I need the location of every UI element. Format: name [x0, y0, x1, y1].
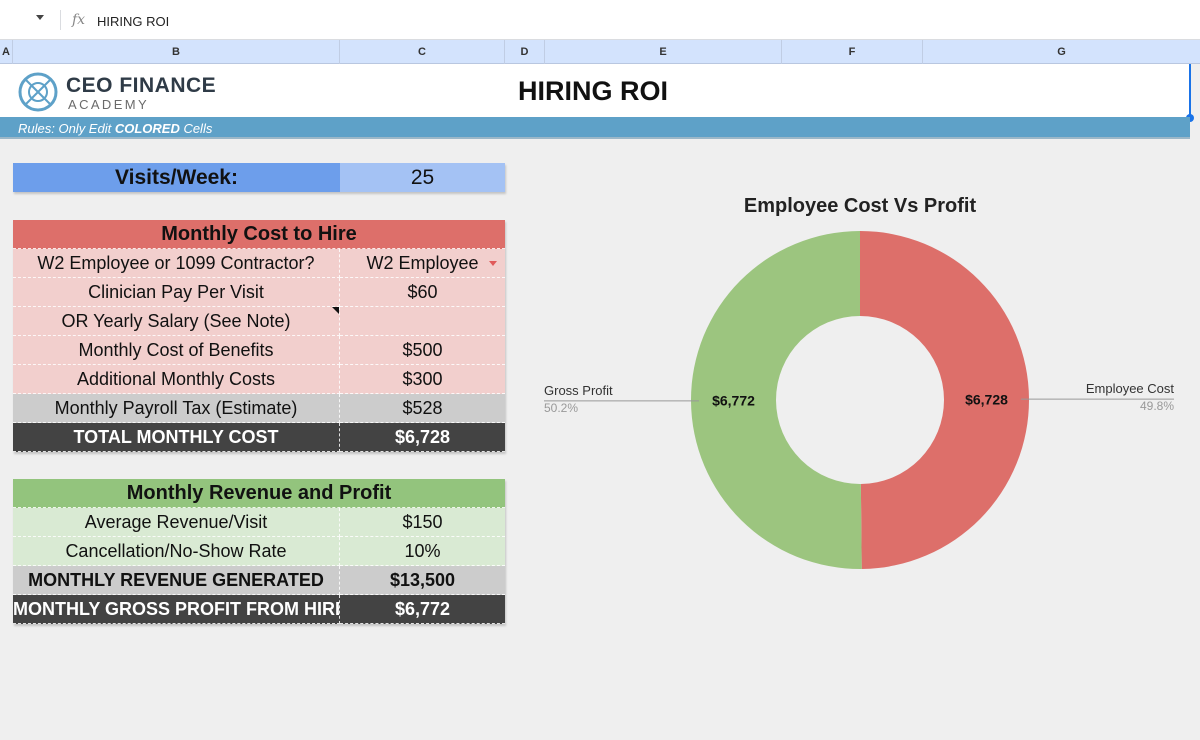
slice-value-label: $6,772 — [712, 393, 755, 409]
visits-table: Visits/Week: 25 — [13, 163, 505, 192]
formula-divider — [60, 10, 61, 30]
benefits-cost-label: Monthly Cost of Benefits — [13, 336, 340, 365]
chart-title: Employee Cost Vs Profit — [743, 195, 977, 217]
legend-percent: 49.8% — [1140, 399, 1174, 413]
benefits-cost-input[interactable]: $500 — [340, 336, 505, 365]
column-header-f[interactable]: F — [782, 40, 923, 64]
column-header-g[interactable]: G — [1057, 46, 1066, 58]
cancellation-rate-label: Cancellation/No-Show Rate — [13, 537, 340, 566]
table-row: Additional Monthly Costs $300 — [13, 365, 505, 394]
slice-value-label: $6,728 — [965, 391, 1008, 407]
employment-type-label: W2 Employee or 1099 Contractor? — [13, 249, 340, 278]
payroll-tax-label: Monthly Payroll Tax (Estimate) — [13, 394, 340, 423]
fx-icon: fx — [72, 12, 86, 28]
header-banner: CEO FINANCE ACADEMY HIRING ROI — [0, 64, 1190, 117]
payroll-tax-value: $528 — [340, 394, 505, 423]
revenue-generated-row: MONTHLY REVENUE GENERATED $13,500 — [13, 566, 505, 595]
gross-profit-value: $6,772 — [340, 595, 505, 624]
cancellation-rate-input[interactable]: 10% — [340, 537, 505, 566]
yearly-salary-label: OR Yearly Salary (See Note) — [13, 307, 340, 336]
column-header-d[interactable]: D — [505, 40, 545, 64]
avg-revenue-input[interactable]: $150 — [340, 508, 505, 537]
revenue-table: Monthly Revenue and Profit Average Reven… — [13, 479, 505, 624]
column-header-a[interactable]: A — [0, 40, 13, 64]
legend-percent: 50.2% — [544, 401, 578, 415]
cost-table: Monthly Cost to Hire W2 Employee or 1099… — [13, 220, 505, 452]
pay-per-visit-input[interactable]: $60 — [340, 278, 505, 307]
selection-handle[interactable] — [1186, 114, 1194, 122]
table-row: Monthly Payroll Tax (Estimate) $528 — [13, 394, 505, 423]
total-cost-label: TOTAL MONTHLY COST — [13, 423, 340, 452]
selection-border — [1189, 64, 1191, 119]
formula-input[interactable]: HIRING ROI — [97, 14, 170, 29]
chart-canvas: $6,728 Employee Cost 49.8% $6,772 Gross Prof… — [544, 231, 1175, 569]
gross-profit-label: MONTHLY GROSS PROFIT FROM HIRE — [13, 595, 340, 624]
table-row: W2 Employee or 1099 Contractor? W2 Emplo… — [13, 249, 505, 278]
column-header-e[interactable]: E — [545, 40, 782, 64]
logo-title: CEO FINANCE — [66, 74, 217, 97]
revenue-generated-label: MONTHLY REVENUE GENERATED — [13, 566, 340, 595]
legend-label: Gross Profit — [544, 383, 613, 398]
logo-icon — [18, 72, 58, 112]
table-row: Average Revenue/Visit $150 — [13, 508, 505, 537]
chevron-down-icon[interactable] — [489, 261, 497, 266]
column-header-c[interactable]: C — [340, 40, 505, 64]
cost-header-row: Monthly Cost to Hire — [13, 220, 505, 249]
avg-revenue-label: Average Revenue/Visit — [13, 508, 340, 537]
table-row: Monthly Cost of Benefits $500 — [13, 336, 505, 365]
additional-costs-label: Additional Monthly Costs — [13, 365, 340, 394]
employment-type-select[interactable]: W2 Employee — [340, 249, 505, 278]
rules-text: Rules: Only Edit COLORED Cells — [18, 121, 213, 136]
revenue-generated-value: $13,500 — [340, 566, 505, 595]
name-box-dropdown-icon[interactable] — [36, 15, 44, 20]
visits-label: Visits/Week: — [13, 163, 340, 192]
legend-label: Employee Cost — [1086, 381, 1175, 396]
page-title[interactable]: HIRING ROI — [517, 76, 668, 106]
total-cost-value: $6,728 — [340, 423, 505, 452]
cost-table-header: Monthly Cost to Hire — [13, 220, 505, 249]
visits-input[interactable]: 25 — [340, 163, 505, 192]
table-row: Cancellation/No-Show Rate 10% — [13, 537, 505, 566]
gross-profit-row: MONTHLY GROSS PROFIT FROM HIRE $6,772 — [13, 595, 505, 624]
visits-row: Visits/Week: 25 — [13, 163, 505, 192]
rules-bar: Rules: Only Edit COLORED Cells — [0, 117, 1190, 139]
table-row: Clinician Pay Per Visit $60 — [13, 278, 505, 307]
logo-subtitle: ACADEMY — [68, 97, 150, 112]
column-header-b[interactable]: B — [13, 40, 340, 64]
additional-costs-input[interactable]: $300 — [340, 365, 505, 394]
table-row: OR Yearly Salary (See Note) — [13, 307, 505, 336]
revenue-header-row: Monthly Revenue and Profit — [13, 479, 505, 508]
formula-bar: fx HIRING ROI — [0, 0, 1200, 40]
donut-chart[interactable]: Employee Cost Vs Profit $6,728 Employee C… — [530, 185, 1190, 585]
slice-gross-profit[interactable] — [690, 231, 862, 569]
pay-per-visit-label: Clinician Pay Per Visit — [13, 278, 340, 307]
revenue-table-header: Monthly Revenue and Profit — [13, 479, 505, 508]
column-headers: A B C D E F G — [0, 40, 1200, 64]
yearly-salary-input[interactable] — [340, 307, 505, 336]
total-row: TOTAL MONTHLY COST $6,728 — [13, 423, 505, 452]
slice-employee-cost[interactable] — [860, 231, 1029, 569]
note-indicator-icon[interactable] — [332, 307, 339, 314]
